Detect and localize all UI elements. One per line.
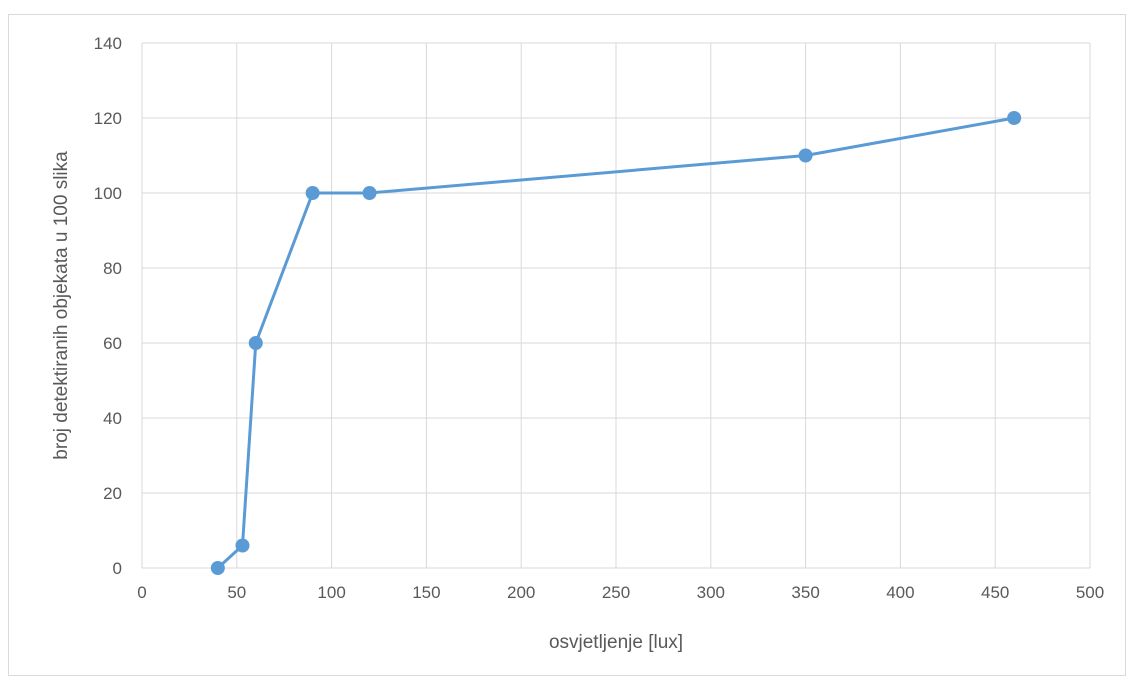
data-point [362, 186, 377, 200]
x-tick-label: 350 [791, 583, 819, 602]
x-tick-label: 300 [697, 583, 725, 602]
data-point [305, 186, 320, 200]
y-tick-label: 40 [103, 409, 122, 428]
tick-label-layer: 0 50 100 150 200 250 300 350 400 450 500 0 20 40 60 80 1… [94, 34, 1105, 602]
grid-layer [141, 42, 1091, 569]
y-axis-title: broj detektiranih objekata u 100 slika [51, 151, 72, 460]
x-tick-label: 500 [1076, 583, 1104, 602]
x-tick-label: 50 [227, 583, 246, 602]
x-tick-label: 250 [602, 583, 630, 602]
x-axis-title: osvjetljenje [lux] [549, 632, 683, 653]
y-tick-label: 100 [94, 184, 122, 203]
data-point [1007, 111, 1022, 125]
x-tick-label: 450 [981, 583, 1009, 602]
y-tick-label: 60 [103, 334, 122, 353]
y-tick-label: 120 [94, 109, 122, 128]
x-tick-label: 100 [317, 583, 345, 602]
x-tick-label: 200 [507, 583, 535, 602]
x-tick-label: 0 [137, 583, 146, 602]
x-tick-label: 400 [886, 583, 914, 602]
chart-frame [8, 14, 1126, 676]
data-point [798, 148, 813, 163]
series-layer [210, 111, 1022, 575]
data-point [248, 336, 263, 350]
x-tick-label: 150 [412, 583, 440, 602]
y-tick-label: 140 [94, 34, 122, 53]
y-tick-label: 0 [113, 559, 122, 578]
y-tick-label: 20 [103, 484, 122, 503]
data-point [235, 538, 250, 553]
data-point [210, 561, 225, 575]
y-tick-label: 80 [103, 259, 122, 278]
